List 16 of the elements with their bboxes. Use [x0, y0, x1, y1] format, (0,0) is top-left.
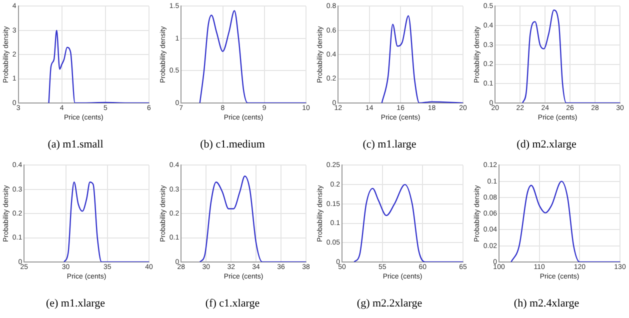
line-series: [199, 175, 306, 262]
text: (e) m1.xlarge: [46, 297, 106, 310]
text: (h) m2.4xlarge: [514, 297, 580, 310]
line-series: [354, 184, 463, 262]
text: (f) c1.xlarge: [205, 297, 260, 310]
line-series: [199, 10, 306, 103]
line-series: [510, 180, 620, 262]
line-series: [63, 182, 149, 262]
line-series: [381, 15, 463, 103]
line-series: [522, 9, 620, 103]
text: (g) m2.2xlarge: [356, 297, 422, 310]
line-series: [48, 30, 149, 103]
text: (a) m1.small: [48, 138, 104, 150]
text: (d) m2.xlarge: [516, 138, 576, 150]
text: (b) c1.medium: [200, 138, 266, 150]
text: (c) m1.large: [362, 138, 416, 150]
